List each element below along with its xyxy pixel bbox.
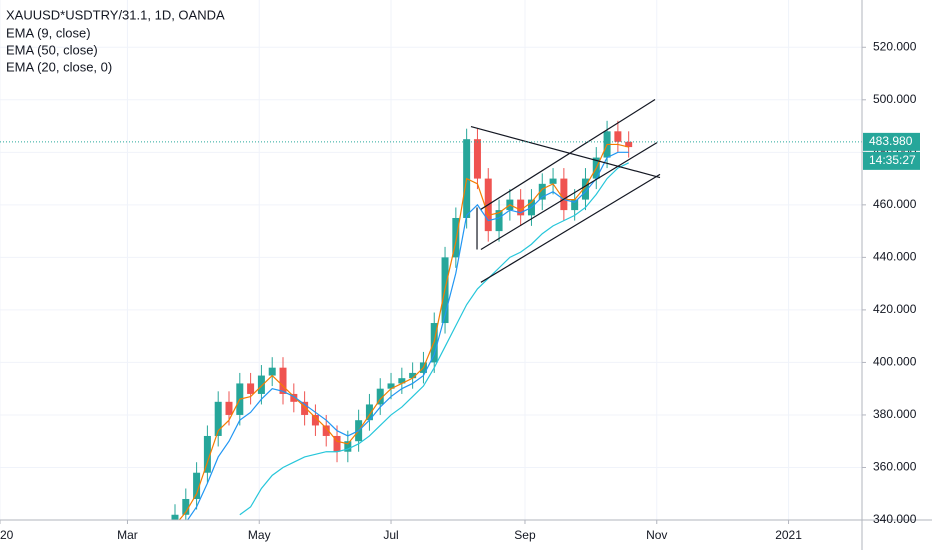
- candle-body: [225, 401, 233, 415]
- candle-body: [203, 435, 211, 473]
- candle-body: [387, 383, 395, 389]
- candle-body: [473, 139, 481, 179]
- trend-line: [480, 142, 658, 251]
- y-tick-label: 520.000: [873, 39, 917, 53]
- candle-body: [311, 414, 319, 426]
- legend: EMA (9, close) EMA (50, close) EMA (20, cl…: [6, 25, 112, 74]
- x-tick-label: Nov: [646, 528, 667, 542]
- legend-entry: EMA (50, close): [6, 42, 98, 57]
- candle-body: [257, 375, 265, 394]
- y-tick-label: 460.000: [873, 197, 917, 211]
- candle-body: [268, 367, 276, 376]
- candle-body: [365, 404, 373, 421]
- candle-body: [333, 435, 341, 452]
- candle-body: [398, 378, 406, 384]
- grid: [0, 0, 862, 521]
- y-tick-label: 440.000: [873, 250, 917, 264]
- candle-body: [452, 217, 460, 258]
- y-tick-label: 500.000: [873, 92, 917, 106]
- ema-line: [239, 162, 629, 516]
- legend-entry: EMA (20, close, 0): [6, 59, 112, 74]
- current-price-box: [863, 132, 920, 151]
- x-tick-label: Mar: [117, 528, 138, 542]
- y-tick-label: 400.000: [873, 355, 917, 369]
- candle-body: [549, 178, 557, 184]
- y-tick-label: 380.000: [873, 407, 917, 421]
- legend-entry: EMA (9, close): [6, 25, 91, 40]
- candle-body: [614, 131, 622, 142]
- candle-body: [409, 372, 417, 379]
- candle-body: [290, 393, 298, 402]
- trend-line: [480, 173, 661, 283]
- candle-body: [247, 383, 255, 394]
- candle-body: [344, 441, 352, 452]
- candle-body: [376, 388, 384, 405]
- candle-body: [322, 425, 330, 436]
- candle-body: [517, 199, 525, 216]
- candle-body: [538, 183, 546, 200]
- candle-body: [279, 367, 287, 394]
- candle-body: [495, 210, 503, 232]
- candle-body: [301, 401, 309, 415]
- candle-body: [560, 178, 568, 211]
- ema-line: [186, 151, 629, 520]
- x-tick-label: 2020: [0, 528, 14, 542]
- trend-line: [480, 99, 656, 210]
- candle-body: [571, 199, 579, 211]
- candle-body: [182, 498, 190, 515]
- candle-body: [581, 178, 589, 200]
- current-price-label: 483.980: [869, 134, 913, 148]
- x-tick-label: May: [248, 528, 271, 542]
- y-tick-label: 420.000: [873, 302, 917, 316]
- candle-body: [193, 472, 201, 499]
- chart-title: XAUUSD*USDTRY/31.1, 1D, OANDA: [6, 7, 225, 22]
- plot-area: [0, 99, 862, 520]
- countdown-box: [863, 151, 920, 170]
- axes: 340.000 360.000 380.000 400.000 420.000 440.0…: [0, 39, 920, 542]
- candle-body: [214, 401, 222, 436]
- x-tick-label: 2021: [775, 528, 802, 542]
- countdown-label: 14:35:27: [869, 153, 916, 167]
- trend-line: [470, 126, 661, 179]
- candle-body: [625, 141, 633, 148]
- y-tick-label: 340.000: [873, 512, 917, 526]
- ema-line: [178, 143, 629, 520]
- candle-body: [171, 514, 179, 520]
- x-tick-label: Jul: [383, 528, 398, 542]
- y-tick-label: 360.000: [873, 460, 917, 474]
- x-tick-label: Sep: [514, 528, 536, 542]
